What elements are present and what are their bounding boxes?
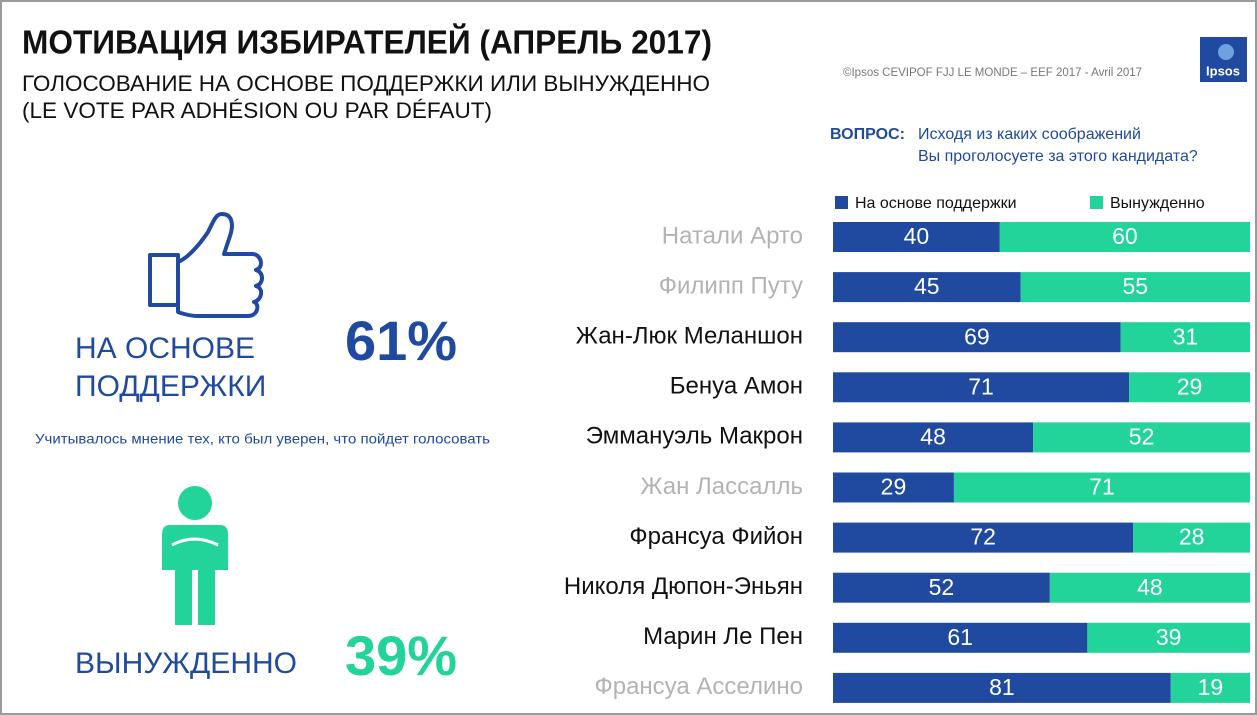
bar-segment: [833, 422, 1034, 453]
value-label: 40: [904, 223, 930, 249]
legend-swatch: [1090, 196, 1103, 209]
value-label: 48: [1137, 574, 1163, 600]
question-text: Исходя из каких соображений: [918, 126, 1141, 143]
category-label: Жан-Люк Меланшон: [576, 323, 803, 350]
value-label: 71: [968, 373, 994, 399]
value-label: 29: [881, 474, 907, 500]
source: ©Ipsos CEVIPOF FJJ LE MONDE – EEF 2017 -…: [843, 67, 1142, 79]
value-label: 71: [1089, 474, 1115, 500]
value-label: 55: [1123, 273, 1149, 299]
category-label: Франсуа Фийон: [629, 523, 803, 550]
value-label: 48: [920, 423, 946, 449]
bar-segment: [833, 372, 1130, 403]
bar-segment: [833, 622, 1088, 653]
category-label: Жан Лассалль: [640, 473, 803, 500]
bar-segment: [833, 522, 1134, 553]
value-label: 72: [970, 524, 996, 550]
support-label: ПОДДЕРЖКИ: [75, 370, 266, 403]
support-share: 61%: [345, 309, 457, 372]
logo: Ipsos: [1206, 63, 1240, 78]
category-label: Филипп Путу: [659, 272, 803, 299]
person-icon: [162, 486, 228, 625]
category-label: Бенуа Амон: [670, 373, 803, 400]
bar-segment: [1170, 672, 1250, 703]
value-label: 69: [964, 323, 990, 349]
bar-segment: [1087, 622, 1250, 653]
bar-segment: [1020, 272, 1250, 303]
bar-segment: [833, 272, 1021, 303]
bar-segment: [999, 222, 1250, 252]
value-label: 29: [1177, 373, 1203, 399]
question-label: ВОПРОС:: [830, 126, 905, 143]
forced-label: ВЫНУЖДЕННО: [75, 647, 297, 680]
bar-segment: [1120, 322, 1250, 353]
thumbs-up-icon: [148, 212, 264, 318]
category-label: Натали Арто: [662, 222, 803, 249]
legend-label: Вынужденно: [1110, 195, 1205, 212]
forced-share: 39%: [345, 624, 457, 687]
legend-swatch: [835, 196, 848, 209]
support-label: НА ОСНОВЕ: [75, 332, 255, 365]
title: МОТИВАЦИЯ ИЗБИРАТЕЛЕЙ (АПРЕЛЬ 2017): [22, 23, 712, 61]
bar-segment: [1133, 522, 1250, 553]
bar-segment: [1049, 572, 1250, 603]
subtitle: (LE VOTE PAR ADHÉSION OU PAR DÉFAUT): [22, 98, 492, 123]
category-label: Марин Ле Пен: [643, 623, 803, 650]
subtitle: ГОЛОСОВАНИЕ НА ОСНОВЕ ПОДДЕРЖКИ ИЛИ ВЫНУ…: [22, 71, 710, 96]
bar-segment: [833, 322, 1121, 353]
logo-dot: [1218, 44, 1234, 60]
value-label: 52: [1129, 423, 1155, 449]
bar-segment: [833, 572, 1050, 603]
value-label: 52: [929, 574, 955, 600]
category-label: Николя Дюпон-Эньян: [564, 573, 803, 600]
value-label: 28: [1179, 524, 1205, 550]
note: Учитывалось мнение тех, кто был уверен, …: [35, 431, 490, 447]
bar-segment: [953, 472, 1250, 503]
bar-segment: [1033, 422, 1250, 453]
bar-segment: [833, 222, 1000, 252]
value-label: 60: [1112, 223, 1138, 249]
category-label: Франсуа Асселино: [594, 673, 803, 700]
category-label: Эммануэль Макрон: [586, 423, 803, 450]
value-label: 61: [947, 624, 973, 650]
question-text: Вы проголосуете за этого кандидата?: [918, 148, 1198, 165]
bar-segment: [1129, 372, 1250, 403]
value-label: 31: [1173, 323, 1199, 349]
value-label: 45: [914, 273, 940, 299]
legend-label: На основе поддержки: [855, 195, 1017, 212]
value-label: 19: [1198, 674, 1224, 700]
bar-segment: [833, 672, 1171, 703]
value-label: 39: [1156, 624, 1182, 650]
value-label: 81: [989, 674, 1015, 700]
bar-segment: [833, 472, 954, 503]
